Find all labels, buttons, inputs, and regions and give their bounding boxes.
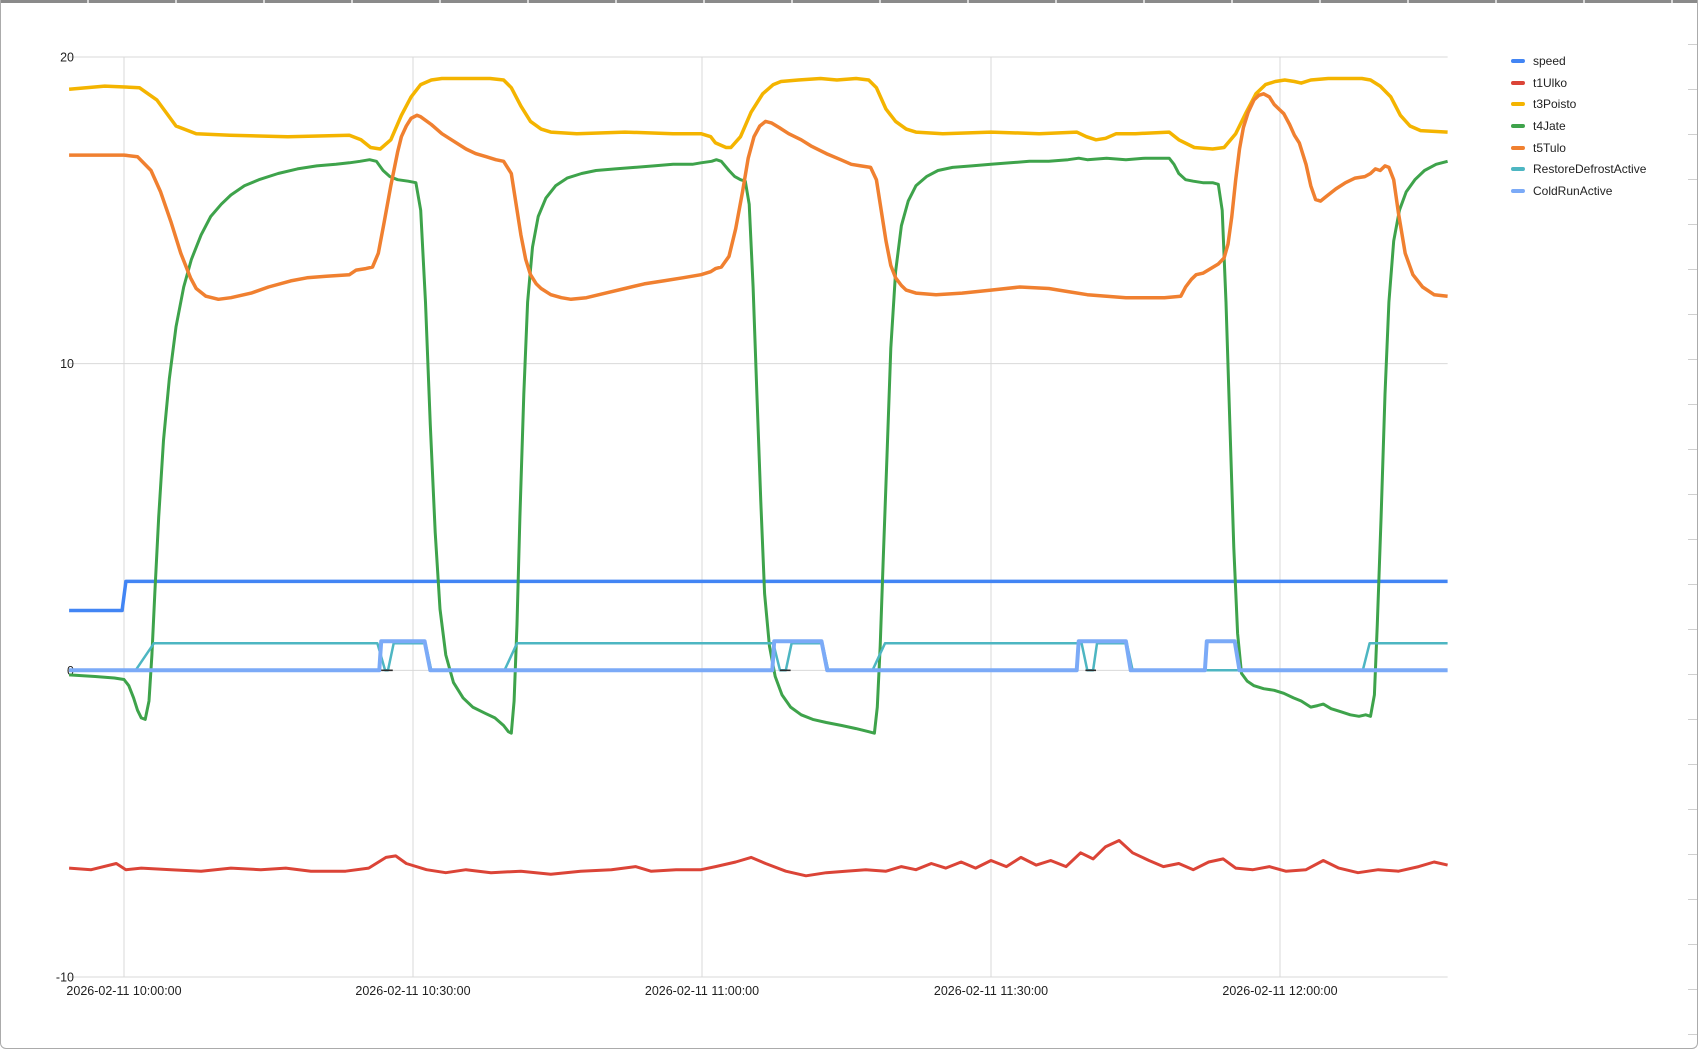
series-line-speed bbox=[69, 579, 1448, 613]
legend-label: t3Poisto bbox=[1533, 97, 1577, 112]
legend-swatch-RestoreDefrostActive bbox=[1511, 167, 1525, 172]
x-axis-tick-label: 2026-02-11 12:00:00 bbox=[1222, 984, 1337, 998]
legend-item-t3Poisto[interactable]: t3Poisto bbox=[1511, 93, 1646, 115]
gridlines bbox=[69, 56, 1448, 978]
series-line-ColdRunActive bbox=[69, 639, 1448, 673]
x-axis-tick-label: 2026-02-11 10:00:00 bbox=[66, 984, 181, 998]
legend-item-ColdRunActive[interactable]: ColdRunActive bbox=[1511, 180, 1646, 202]
y-axis-tick-label: 10 bbox=[60, 357, 74, 371]
series-lines bbox=[68, 76, 1448, 878]
series-line-t4Jate bbox=[69, 156, 1448, 735]
legend-item-t5Tulo[interactable]: t5Tulo bbox=[1511, 137, 1646, 159]
legend-swatch-t5Tulo bbox=[1511, 145, 1525, 150]
legend-swatch-t3Poisto bbox=[1511, 102, 1525, 107]
legend-label: RestoreDefrostActive bbox=[1533, 162, 1647, 177]
x-axis-tick-label: 2026-02-11 11:00:00 bbox=[645, 984, 759, 998]
legend-item-t4Jate[interactable]: t4Jate bbox=[1511, 115, 1646, 137]
legend-label: ColdRunActive bbox=[1533, 183, 1613, 198]
legend-swatch-speed bbox=[1511, 58, 1525, 63]
series-line-t3Poisto bbox=[68, 76, 1448, 151]
y-axis-tick-label: 20 bbox=[60, 51, 74, 65]
legend-label: t4Jate bbox=[1533, 118, 1566, 133]
legend-label: speed bbox=[1533, 53, 1566, 68]
series-line-t5Tulo bbox=[69, 92, 1448, 302]
legend-item-t1Ulko[interactable]: t1Ulko bbox=[1511, 72, 1646, 94]
x-axis-tick-label: 2026-02-11 11:30:00 bbox=[934, 984, 1048, 998]
legend-item-RestoreDefrostActive[interactable]: RestoreDefrostActive bbox=[1511, 158, 1646, 180]
series-line-t1Ulko bbox=[68, 839, 1448, 878]
legend-label: t5Tulo bbox=[1533, 140, 1566, 155]
y-axis-tick-label: -10 bbox=[56, 971, 74, 985]
top-ruler-ticks bbox=[1, 0, 1697, 3]
x-axis-tick-label: 2026-02-11 10:30:00 bbox=[355, 984, 470, 998]
legend-label: t1Ulko bbox=[1533, 75, 1568, 90]
chart-legend: speed t1Ulko t3Poisto t4Jate t5Tulo RestoreDe… bbox=[1511, 50, 1646, 202]
right-ruler bbox=[1688, 0, 1697, 1048]
top-ruler bbox=[1, 0, 1697, 3]
legend-swatch-t4Jate bbox=[1511, 123, 1525, 128]
legend-item-speed[interactable]: speed bbox=[1511, 50, 1646, 72]
legend-swatch-t1Ulko bbox=[1511, 80, 1525, 85]
legend-swatch-ColdRunActive bbox=[1511, 188, 1525, 193]
